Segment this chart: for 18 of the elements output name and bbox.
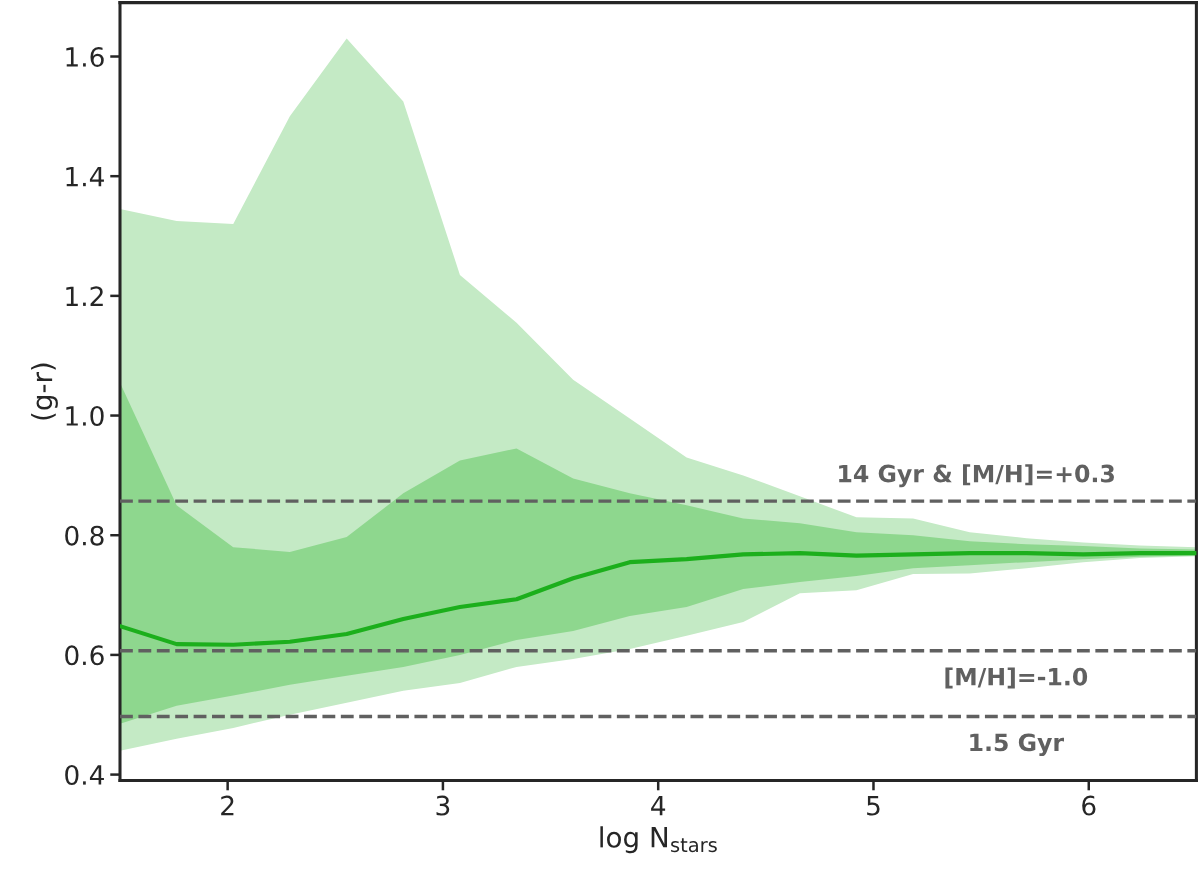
y-axis-title: (g-r) (31, 363, 58, 420)
annotation: 14 Gyr & [M/H]=+0.3 (839, 464, 1114, 488)
x-tick-label: 4 (651, 795, 666, 816)
x-axis-title: log N$_{stars}$ (600, 826, 717, 854)
y-tick-label: 1.6 (66, 46, 104, 67)
annotation: [M/H]=-1.0 (945, 667, 1088, 689)
y-tick-label: 0.8 (65, 525, 104, 546)
y-tick-label: 1.4 (66, 166, 104, 187)
y-tick-label: 0.6 (65, 645, 104, 666)
y-tick-label: 1.0 (66, 405, 104, 426)
x-tick-label: 3 (436, 795, 450, 816)
line-series (120, 551, 1197, 647)
x-tick-label: 2 (221, 795, 234, 816)
y-tick-label: 0.4 (65, 765, 104, 785)
y-tick-label: 1.2 (66, 286, 103, 306)
x-tick-label: 6 (1082, 795, 1096, 816)
annotation: 1.5 Gyr (970, 733, 1065, 757)
x-tick-label: 5 (867, 795, 880, 816)
